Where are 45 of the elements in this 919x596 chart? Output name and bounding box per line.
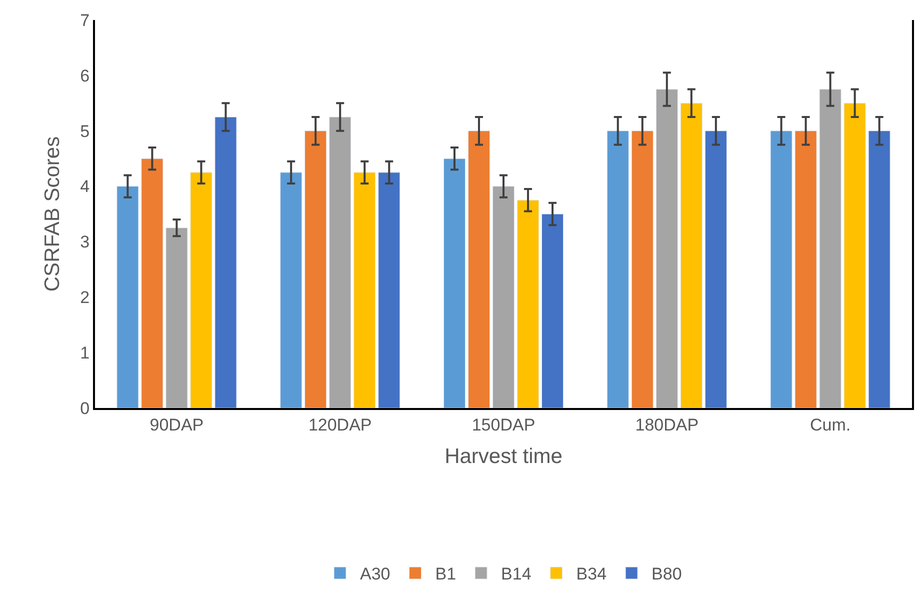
bar [704,130,727,408]
bar [304,130,327,408]
legend-label: B1 [435,564,456,584]
bar [190,172,212,408]
y-tick-label: 2 [80,288,90,308]
x-tick-label: 120DAP [308,415,372,434]
x-axis-title: Harvest time [444,445,562,468]
y-tick-label: 7 [80,10,90,30]
y-axis-title: CSRFAB Scores [40,136,64,292]
x-tick-label: 180DAP [635,415,699,434]
bar [631,130,654,408]
bar [354,172,376,408]
bar [656,89,678,408]
bar [770,130,792,408]
y-tick-label: 1 [80,344,90,363]
bar [844,102,866,408]
bar [468,130,490,408]
bar [819,89,842,408]
bar [680,102,702,408]
x-tick-label: Cum. [810,415,851,434]
bar [329,116,352,408]
bar [541,214,564,408]
bar [141,158,164,408]
bar [443,158,466,408]
bar [492,186,515,408]
legend-label: B80 [652,564,682,584]
bar [214,116,237,408]
legend-label: A30 [360,564,390,584]
bar [116,186,139,408]
bar [166,228,188,408]
y-tick-label: 6 [80,66,90,86]
bar [606,130,629,408]
bar [280,172,302,408]
y-tick-label: 0 [80,398,90,418]
bar [516,200,540,408]
bar [794,130,817,408]
x-tick-label: 90DAP [150,415,204,434]
legend-label: B34 [576,564,607,584]
x-tick-label: 150DAP [472,415,536,434]
y-tick-label: 3 [80,232,90,252]
y-tick-label: 5 [80,122,90,141]
bar [868,130,890,408]
bar [378,172,400,408]
y-tick-label: 4 [80,177,90,196]
legend-label: B14 [501,564,532,584]
